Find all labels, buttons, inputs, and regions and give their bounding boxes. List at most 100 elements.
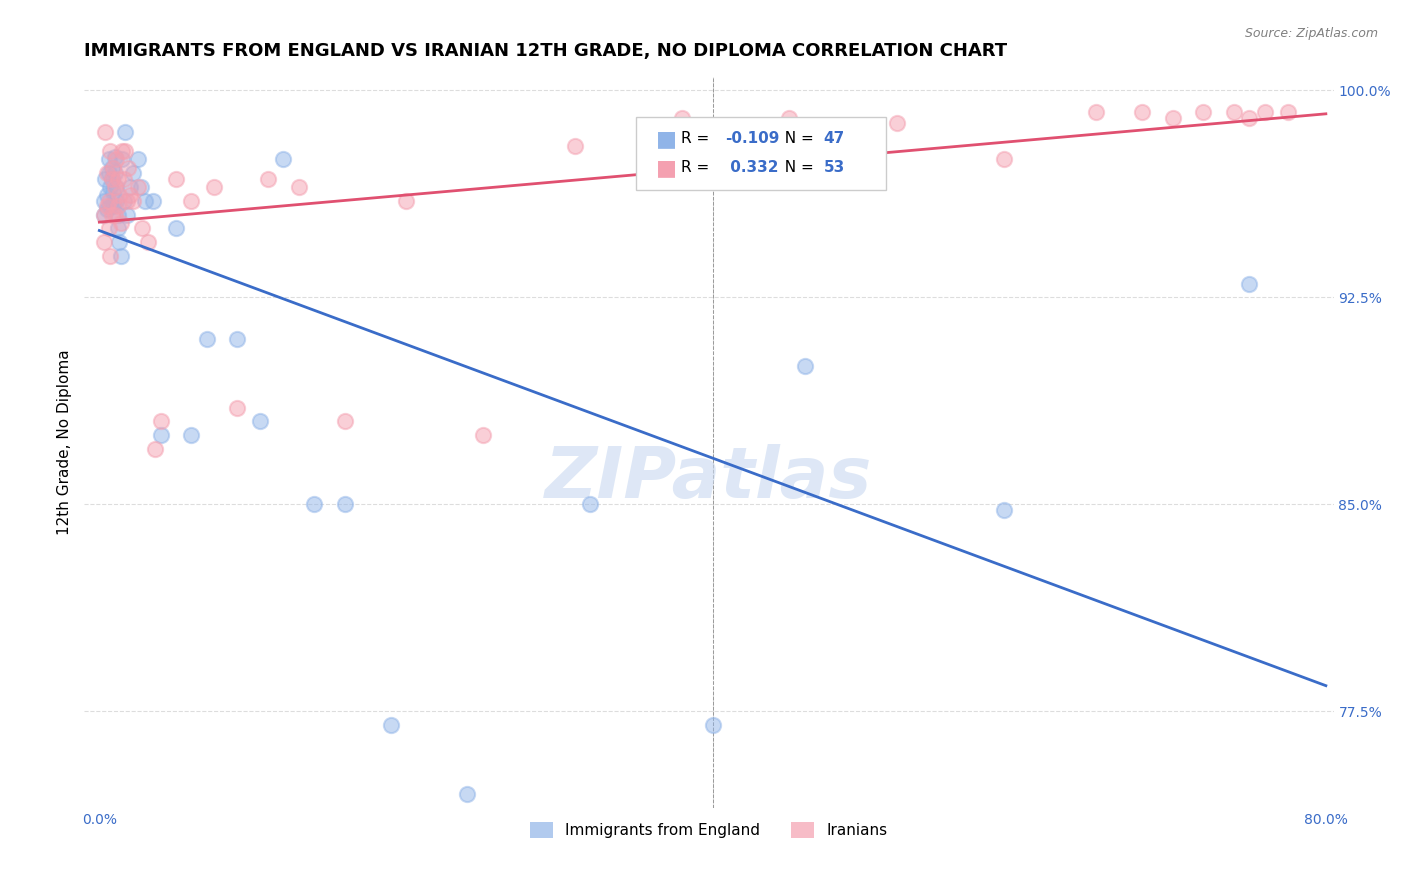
Point: [257, 171, 280, 186]
Text: 0.332: 0.332: [725, 161, 779, 176]
Point: [1192, 105, 1215, 120]
Point: [97, 194, 120, 208]
Point: [456, 787, 478, 801]
Point: [180, 428, 202, 442]
Point: [117, 161, 139, 175]
Text: N =: N =: [775, 131, 818, 146]
Point: [1237, 111, 1260, 125]
Point: [702, 718, 724, 732]
Point: [118, 188, 141, 202]
Point: [107, 199, 129, 213]
Point: [1084, 105, 1107, 120]
Point: [115, 208, 138, 222]
Point: [101, 186, 124, 200]
Point: [993, 502, 1015, 516]
Text: ZIPatlas: ZIPatlas: [546, 444, 873, 513]
Point: [105, 180, 128, 194]
Point: [115, 194, 138, 208]
Point: [104, 208, 127, 222]
Text: 47: 47: [824, 131, 845, 146]
Text: IMMIGRANTS FROM ENGLAND VS IRANIAN 12TH GRADE, NO DIPLOMA CORRELATION CHART: IMMIGRANTS FROM ENGLAND VS IRANIAN 12TH …: [84, 42, 1007, 60]
Point: [98, 144, 121, 158]
Point: [778, 111, 800, 125]
Point: [104, 180, 127, 194]
Point: [107, 208, 129, 222]
Legend: Immigrants from England, Iranians: Immigrants from England, Iranians: [524, 816, 893, 844]
Text: -0.109: -0.109: [725, 131, 779, 146]
Point: [226, 401, 249, 415]
Point: [302, 497, 325, 511]
Point: [110, 249, 132, 263]
Point: [97, 153, 120, 167]
Point: [100, 208, 122, 222]
Point: [380, 718, 402, 732]
Point: [127, 180, 149, 194]
Point: [93, 194, 115, 208]
Point: [108, 235, 131, 249]
Point: [1130, 105, 1153, 120]
Text: Source: ZipAtlas.com: Source: ZipAtlas.com: [1244, 27, 1378, 40]
Point: [127, 153, 149, 167]
Point: [111, 144, 134, 158]
Point: [107, 221, 129, 235]
Point: [104, 166, 127, 180]
Point: [93, 235, 115, 249]
Point: [131, 221, 153, 235]
Point: [96, 199, 118, 213]
Point: [94, 171, 117, 186]
Point: [202, 180, 225, 194]
Point: [333, 497, 356, 511]
Point: [114, 125, 136, 139]
Point: [333, 415, 356, 429]
Point: [108, 188, 131, 202]
Point: [1237, 277, 1260, 291]
Point: [122, 194, 145, 208]
Point: [395, 194, 418, 208]
Point: [886, 116, 908, 130]
Point: [93, 208, 115, 222]
Point: [98, 199, 121, 213]
Point: [249, 415, 271, 429]
Point: [104, 150, 127, 164]
Point: [101, 161, 124, 175]
Point: [93, 208, 115, 222]
Point: [129, 180, 152, 194]
Text: 53: 53: [824, 161, 845, 176]
Point: [107, 171, 129, 186]
Point: [97, 221, 120, 235]
Point: [98, 180, 121, 194]
Point: [143, 442, 166, 456]
Point: [1223, 105, 1246, 120]
Point: [112, 194, 135, 208]
Point: [1277, 105, 1299, 120]
Text: ■: ■: [657, 128, 678, 149]
Point: [105, 153, 128, 167]
Point: [94, 125, 117, 139]
Point: [993, 153, 1015, 167]
Point: [195, 332, 218, 346]
Point: [165, 221, 187, 235]
Point: [149, 415, 172, 429]
Point: [138, 235, 160, 249]
Point: [122, 166, 145, 180]
Point: [271, 153, 294, 167]
Point: [287, 180, 309, 194]
Point: [96, 202, 118, 216]
Point: [142, 194, 165, 208]
Point: [793, 359, 815, 374]
Point: [96, 188, 118, 202]
Point: [114, 144, 136, 158]
Text: R =: R =: [682, 161, 714, 176]
Point: [100, 171, 122, 186]
Y-axis label: 12th Grade, No Diploma: 12th Grade, No Diploma: [58, 350, 72, 535]
Point: [100, 171, 122, 186]
FancyBboxPatch shape: [637, 117, 886, 190]
Point: [118, 180, 141, 194]
Point: [101, 199, 124, 213]
Point: [149, 428, 172, 442]
Point: [96, 166, 118, 180]
Point: [97, 166, 120, 180]
Point: [471, 428, 494, 442]
Point: [98, 249, 121, 263]
Text: N =: N =: [775, 161, 818, 176]
